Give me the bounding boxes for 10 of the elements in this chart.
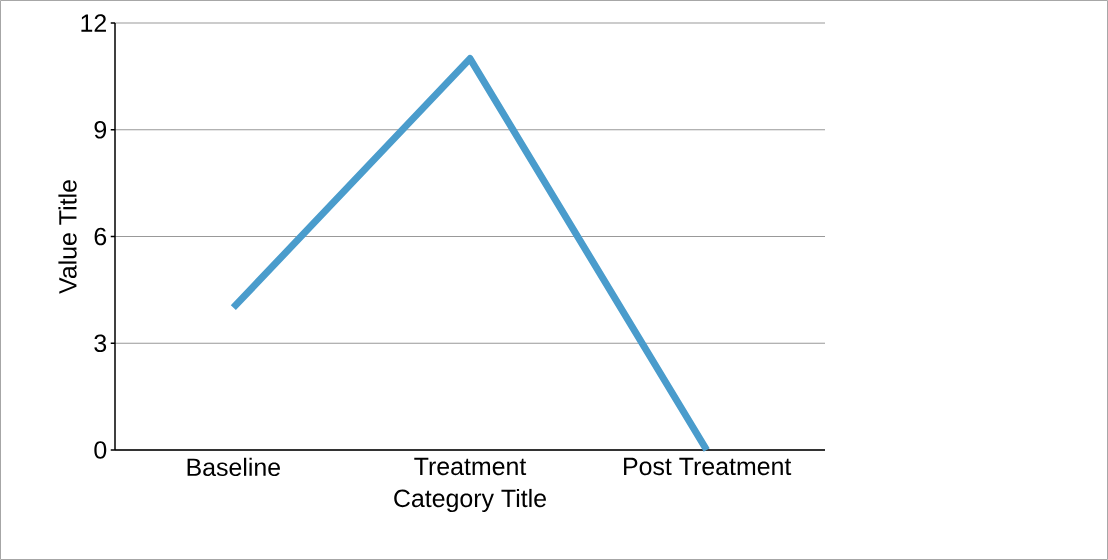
x-tick-label: Baseline	[187, 457, 280, 477]
y-tick-label: 9	[94, 120, 107, 139]
y-tick-label: 0	[94, 441, 107, 459]
x-axis-title: Category Title	[394, 488, 546, 513]
y-tick-label: 12	[81, 14, 106, 32]
x-tick-label: Treatment	[414, 457, 527, 476]
y-tick-label: 3	[94, 334, 107, 353]
y-tick-label: 6	[94, 227, 107, 246]
y-axis-title: Value Title	[58, 180, 77, 294]
x-tick-label: Post Treatment	[624, 457, 792, 476]
